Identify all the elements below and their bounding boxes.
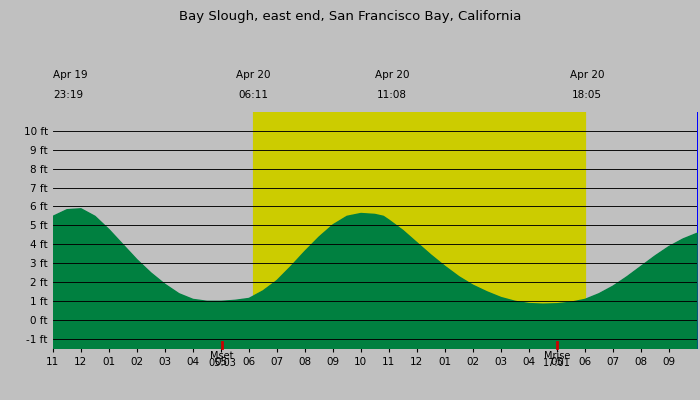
Text: 11:08: 11:08 <box>377 90 407 100</box>
Text: Apr 20: Apr 20 <box>375 70 410 80</box>
Text: Mset: Mset <box>210 351 234 361</box>
Text: Apr 19: Apr 19 <box>53 70 88 80</box>
Polygon shape <box>587 112 696 298</box>
Polygon shape <box>253 112 587 304</box>
Text: Apr 20: Apr 20 <box>237 70 271 80</box>
Text: 17:01: 17:01 <box>543 358 571 368</box>
Text: 23:19: 23:19 <box>53 90 83 100</box>
Polygon shape <box>52 112 253 301</box>
Text: Bay Slough, east end, San Francisco Bay, California: Bay Slough, east end, San Francisco Bay,… <box>178 10 522 23</box>
Text: Mrise: Mrise <box>544 351 570 361</box>
Text: 06:11: 06:11 <box>239 90 269 100</box>
Text: 18:05: 18:05 <box>572 90 602 100</box>
Text: 05:03: 05:03 <box>208 358 236 368</box>
Text: Apr 20: Apr 20 <box>570 70 604 80</box>
